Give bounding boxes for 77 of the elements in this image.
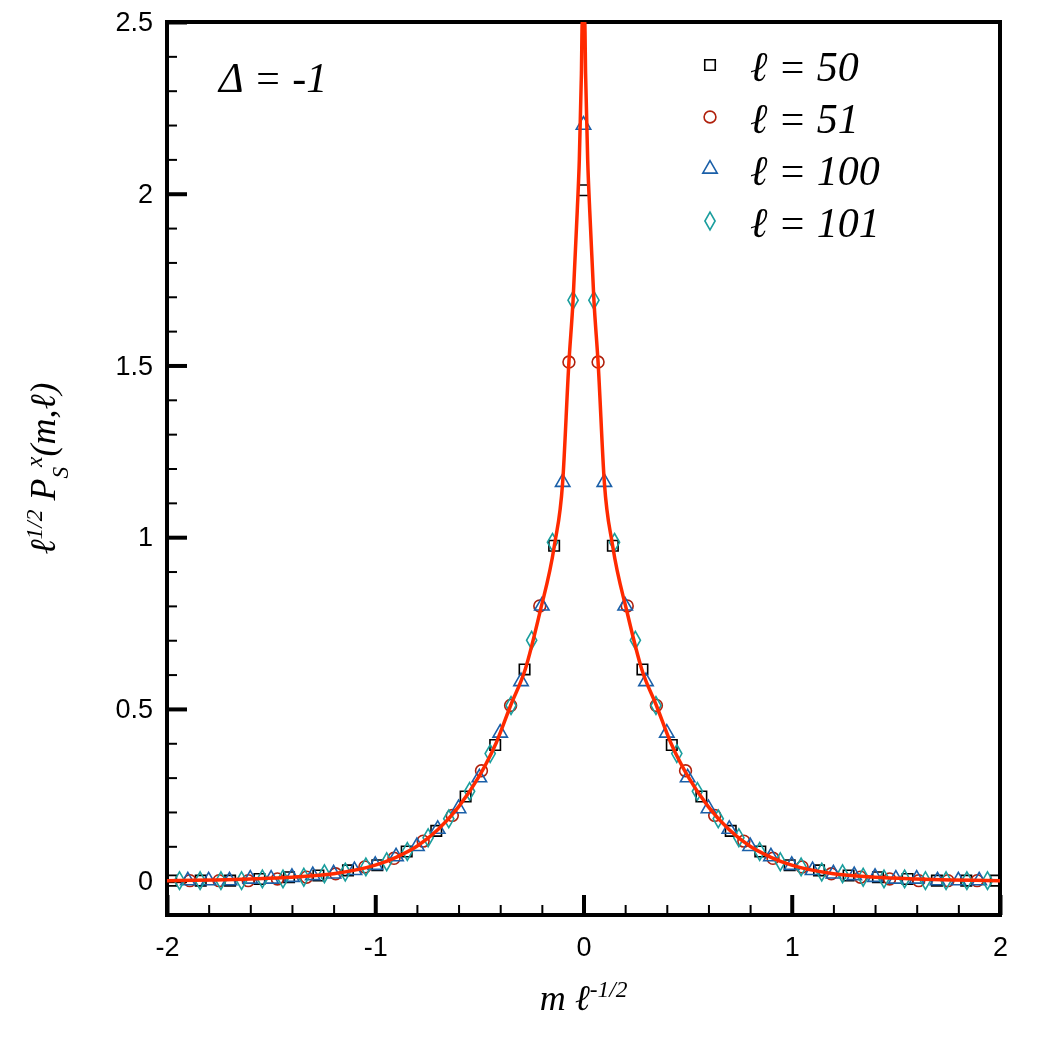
point [971,871,988,886]
point [908,869,925,884]
point [518,663,531,676]
point [950,871,967,886]
point [762,847,779,862]
x-tick-label: 1 [784,932,800,963]
point [548,539,561,552]
point [871,871,885,884]
point [695,790,708,803]
x-tick-label: -1 [363,932,388,963]
legend-label: ℓ = 51 [750,96,859,142]
point [867,868,884,883]
point [887,869,904,884]
legend-label: ℓ = 101 [750,200,880,246]
x-axis-title: m ℓ$^{-1/2}$ [539,976,628,1018]
point [450,799,467,814]
point [665,738,678,752]
x-tick-label: -2 [155,932,180,963]
point [341,864,355,877]
y-tick-label: 1 [137,522,153,553]
point [263,869,280,884]
point [742,837,759,852]
point [912,873,926,888]
point [387,851,401,866]
point [400,845,413,858]
y-tick-label: 2.5 [115,7,153,38]
text: Δ = -1 [217,55,328,101]
point [299,870,314,884]
x-tick-label: 0 [576,932,592,963]
point [282,871,296,884]
point [242,869,259,884]
point [783,856,800,871]
point [270,872,285,886]
point [700,799,717,814]
point [179,871,196,886]
point [606,539,619,552]
point [804,861,821,876]
point [766,851,780,866]
point [853,870,868,884]
y-tick-label: 2 [137,178,153,209]
point [304,866,321,881]
point [346,861,363,876]
x-tick-label: 2 [992,932,1009,963]
point [388,847,405,862]
point [489,738,502,752]
point [678,764,693,778]
point [283,868,300,883]
point [492,723,509,738]
y-tick-label: 0.5 [115,694,153,725]
point [459,790,472,803]
point [471,768,488,783]
point [737,834,751,848]
point [754,845,767,858]
y-tick-label: 1.5 [115,350,153,381]
point [721,820,738,835]
legend-label: ℓ = 100 [750,148,880,194]
point [513,672,530,687]
point [812,864,826,877]
point [408,837,425,852]
point [445,808,460,823]
point [562,355,576,369]
point [429,820,446,835]
legend-label: ℓ = 50 [750,44,859,90]
point [636,663,649,676]
point [679,768,696,783]
point [970,873,984,888]
point [846,866,863,881]
point [882,872,897,886]
point [591,355,605,369]
point [637,672,654,687]
y-tick-label: 0 [137,865,153,896]
point [200,871,217,886]
point [474,764,489,778]
point [241,873,255,888]
point [416,834,430,848]
point [367,856,384,871]
point [658,723,675,738]
